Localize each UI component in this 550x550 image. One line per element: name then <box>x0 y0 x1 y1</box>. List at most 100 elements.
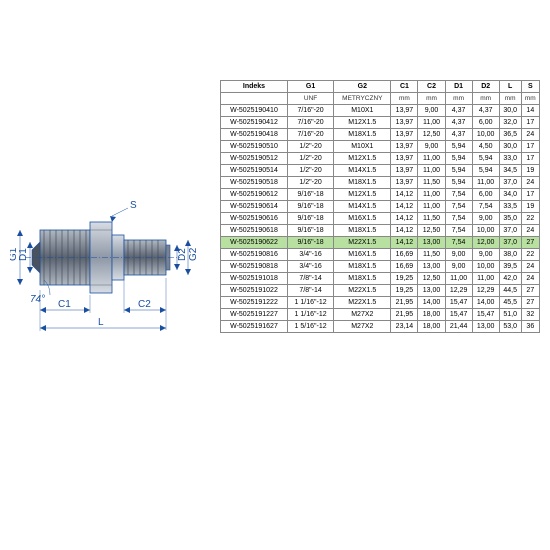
table-cell: 9/16"-18 <box>287 213 333 225</box>
table-row: W-50251905121/2"-20M12X1.513,9711,005,94… <box>221 153 540 165</box>
table-cell: 9/16"-18 <box>287 237 333 249</box>
table-cell: W-5025190816 <box>221 249 288 261</box>
table-cell: 19 <box>521 201 539 213</box>
table-cell: 14,00 <box>418 297 445 309</box>
table-cell: 24 <box>521 273 539 285</box>
table-cell: 7/8"-14 <box>287 285 333 297</box>
table-row: W-50251908183/4"-16M18X1.516,6913,009,00… <box>221 261 540 273</box>
table-row: W-50251906189/16"-18M18X1.514,1212,507,5… <box>221 225 540 237</box>
table-row: W-50251905141/2"-20M14X1.513,9711,005,94… <box>221 165 540 177</box>
table-cell: 4,37 <box>445 117 472 129</box>
table-cell: 10,00 <box>472 261 499 273</box>
table-cell: W-5025190410 <box>221 105 288 117</box>
table-cell: 11,00 <box>445 273 472 285</box>
table-cell: W-5025191022 <box>221 285 288 297</box>
table-cell: 32,0 <box>499 117 521 129</box>
table-header-cell: D1 <box>445 81 472 93</box>
table-cell: 13,97 <box>391 153 418 165</box>
table-cell: W-5025190614 <box>221 201 288 213</box>
table-cell: 19,25 <box>391 285 418 297</box>
table-cell: 11,00 <box>472 273 499 285</box>
table-row: W-50251906169/16"-18M16X1.514,1211,507,5… <box>221 213 540 225</box>
table-cell: M22X1.5 <box>334 297 391 309</box>
table-cell: 44,5 <box>499 285 521 297</box>
table-cell: 1 1/16"-12 <box>287 309 333 321</box>
label-d1: D1 <box>18 248 29 261</box>
table-cell: 21,95 <box>391 309 418 321</box>
table-cell: M18X1.5 <box>334 177 391 189</box>
table-cell: 15,47 <box>445 297 472 309</box>
table-row: W-50251904187/16"-20M18X1.513,9712,504,3… <box>221 129 540 141</box>
table-cell: 19 <box>521 165 539 177</box>
table-cell: 9/16"-18 <box>287 225 333 237</box>
table-cell: 13,97 <box>391 165 418 177</box>
table-cell: 34,0 <box>499 189 521 201</box>
table-cell: 9,00 <box>445 249 472 261</box>
table-cell: 33,0 <box>499 153 521 165</box>
table-row: W-50251916271 5/16"-12M27X223,1418,0021,… <box>221 321 540 333</box>
table-cell: 11,50 <box>418 249 445 261</box>
spec-table: IndeksG1G2C1C2D1D2LS UNFMETRYCZNYmmmmmmm… <box>220 80 540 333</box>
table-cell: W-5025190618 <box>221 225 288 237</box>
table-cell: 17 <box>521 117 539 129</box>
table-cell: 11,00 <box>472 177 499 189</box>
table-cell: W-5025190622 <box>221 237 288 249</box>
table-cell: 14,12 <box>391 201 418 213</box>
table-cell: 9,00 <box>472 213 499 225</box>
table-row: W-50251910227/8"-14M22X1.519,2513,0012,2… <box>221 285 540 297</box>
table-body: W-50251904107/16"-20M10X113,979,004,374,… <box>221 105 540 333</box>
table-cell: 14,12 <box>391 237 418 249</box>
table-cell: 14,12 <box>391 225 418 237</box>
table-cell: 17 <box>521 153 539 165</box>
table-cell: 13,97 <box>391 141 418 153</box>
table-cell: 9,00 <box>445 261 472 273</box>
table-unit-cell: mm <box>521 93 539 105</box>
table-cell: 7,54 <box>445 237 472 249</box>
table-cell: M10X1 <box>334 141 391 153</box>
table-row: W-50251905181/2"-20M18X1.513,9711,505,94… <box>221 177 540 189</box>
table-cell: 18,00 <box>418 321 445 333</box>
table-cell: 10,00 <box>472 225 499 237</box>
table-cell: 7/16"-20 <box>287 117 333 129</box>
table-cell: 53,0 <box>499 321 521 333</box>
table-cell: 45,5 <box>499 297 521 309</box>
table-unit-cell: METRYCZNY <box>334 93 391 105</box>
label-angle: 74° <box>30 294 45 305</box>
table-cell: 11,00 <box>418 153 445 165</box>
table-cell: 13,00 <box>418 237 445 249</box>
table-header-cell: D2 <box>472 81 499 93</box>
table-cell: 13,00 <box>418 261 445 273</box>
table-cell: W-5025190514 <box>221 165 288 177</box>
table-cell: 1/2"-20 <box>287 153 333 165</box>
table-cell: 12,00 <box>472 237 499 249</box>
table-cell: 7/16"-20 <box>287 105 333 117</box>
table-cell: 6,00 <box>472 117 499 129</box>
table-cell: 7,54 <box>445 225 472 237</box>
table-cell: M16X1.5 <box>334 213 391 225</box>
table-row: W-50251904107/16"-20M10X113,979,004,374,… <box>221 105 540 117</box>
table-cell: W-5025190616 <box>221 213 288 225</box>
table-cell: 12,50 <box>418 225 445 237</box>
table-row: W-50251905101/2"-20M10X113,979,005,944,5… <box>221 141 540 153</box>
table-cell: 13,97 <box>391 105 418 117</box>
table-cell: 7,54 <box>472 201 499 213</box>
table-cell: W-5025191627 <box>221 321 288 333</box>
table-cell: 24 <box>521 261 539 273</box>
table-cell: 5,94 <box>445 177 472 189</box>
table-cell: 23,14 <box>391 321 418 333</box>
table-unit-cell: mm <box>499 93 521 105</box>
table-cell: M18X1.5 <box>334 129 391 141</box>
table-cell: W-5025191018 <box>221 273 288 285</box>
table-cell: 6,00 <box>472 189 499 201</box>
table-cell: 5,94 <box>445 141 472 153</box>
table-cell: W-5025191227 <box>221 309 288 321</box>
table-row: W-50251906229/16"-18M22X1.514,1213,007,5… <box>221 237 540 249</box>
table-unit-cell: UNF <box>287 93 333 105</box>
table-cell: M12X1.5 <box>334 153 391 165</box>
table-cell: 11,50 <box>418 213 445 225</box>
table-cell: 33,5 <box>499 201 521 213</box>
table-cell: M14X1.5 <box>334 201 391 213</box>
table-cell: M18X1.5 <box>334 273 391 285</box>
technical-drawing: G1 D1 G2 D2 S 74° C1 C2 L <box>10 150 210 350</box>
table-header-cell: G2 <box>334 81 391 93</box>
